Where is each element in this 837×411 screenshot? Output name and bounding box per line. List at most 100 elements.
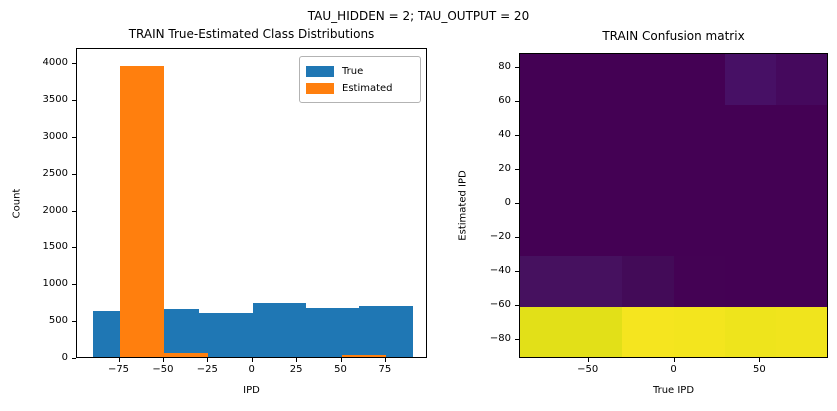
y-tick-mark	[515, 270, 519, 272]
confusion-cell-r3-c2	[622, 205, 674, 256]
confusion-cell-r5-c0	[520, 306, 572, 357]
y-tick-mark	[72, 284, 76, 286]
confusion-cell-r0-c3	[673, 54, 725, 105]
y-tick-mark	[72, 247, 76, 249]
x-tick-label: 25	[289, 364, 303, 375]
confusion-cell-r2-c3	[673, 155, 725, 206]
y-tick-label: 1500	[42, 241, 68, 253]
x-tick-label: 75	[378, 364, 392, 375]
x-tick-mark	[340, 358, 342, 362]
y-tick-mark	[515, 135, 519, 137]
y-tick-label: 4000	[42, 57, 68, 68]
confusion-cell-r2-c2	[622, 155, 674, 206]
confusion-cell-r2-c4	[724, 155, 776, 206]
legend-label: True	[342, 65, 364, 77]
x-tick-mark	[118, 358, 120, 362]
x-tick-label: −75	[107, 364, 130, 375]
x-tick-mark	[673, 358, 675, 362]
confusion-cell-r5-c1	[571, 306, 623, 357]
legend-box: True Estimated	[299, 56, 421, 103]
y-tick-label: 0	[504, 197, 511, 208]
y-tick-mark	[515, 304, 519, 306]
confusion-cell-r4-c1	[571, 256, 623, 307]
left-plot-area: True Estimated	[76, 48, 427, 358]
confusion-cell-r2-c5	[775, 155, 827, 206]
y-tick-mark	[72, 63, 76, 64]
right-xaxis-label: True IPD	[652, 385, 695, 396]
confusion-cell-r5-c4	[724, 306, 776, 357]
confusion-cell-r5-c5	[775, 306, 827, 357]
y-tick-label: −20	[489, 230, 511, 242]
x-tick-label: −25	[196, 364, 218, 375]
confusion-cell-r1-c4	[724, 104, 776, 155]
y-tick-mark	[72, 173, 76, 175]
legend-item-estimated: Estimated	[306, 82, 412, 94]
y-tick-label: 40	[498, 129, 511, 141]
y-tick-mark	[72, 136, 76, 138]
histogram-bar-estimated	[163, 352, 209, 357]
confusion-cell-r0-c1	[571, 54, 623, 105]
y-tick-mark	[515, 236, 519, 238]
confusion-matrix-grid	[520, 54, 827, 357]
confusion-cell-r5-c2	[622, 306, 674, 357]
confusion-cell-r3-c5	[775, 205, 827, 256]
confusion-cell-r1-c2	[622, 104, 674, 155]
x-tick-mark	[296, 358, 298, 362]
histogram-bar-estimated	[341, 355, 386, 357]
y-tick-label: 3500	[42, 93, 68, 105]
confusion-cell-r0-c2	[622, 54, 674, 105]
histogram-bars-container	[77, 49, 426, 357]
histogram-bar-true	[306, 308, 360, 357]
confusion-cell-r1-c0	[520, 104, 572, 155]
y-tick-label: 3000	[42, 130, 68, 142]
confusion-cell-r4-c4	[724, 256, 776, 307]
y-tick-mark	[515, 101, 519, 103]
confusion-cell-r3-c3	[673, 205, 725, 256]
confusion-cell-r2-c0	[520, 155, 572, 206]
y-tick-mark	[72, 210, 76, 212]
histogram-bar-true	[252, 302, 306, 357]
x-tick-mark	[162, 358, 164, 362]
legend-swatch-estimated	[306, 82, 334, 94]
histogram-bar-estimated	[119, 65, 164, 357]
y-tick-label: −40	[489, 264, 511, 276]
histogram-bar-true	[359, 305, 413, 357]
y-tick-mark	[72, 321, 76, 323]
y-tick-label: 60	[498, 95, 511, 107]
histogram-bar-true	[199, 313, 253, 357]
y-tick-mark	[72, 358, 76, 359]
figure-suptitle: TAU_HIDDEN = 2; TAU_OUTPUT = 20	[307, 9, 530, 23]
confusion-cell-r4-c5	[775, 256, 827, 307]
y-tick-label: −60	[489, 298, 511, 310]
x-tick-mark	[587, 358, 589, 362]
legend-label: Estimated	[342, 82, 393, 94]
left-yaxis-label: Count	[11, 188, 23, 219]
x-tick-label: −50	[577, 364, 599, 375]
right-plot-title: TRAIN Confusion matrix	[602, 29, 745, 43]
y-tick-mark	[72, 99, 76, 101]
x-tick-label: 50	[334, 364, 347, 375]
x-tick-label: −50	[152, 364, 174, 375]
y-tick-label: 2500	[42, 167, 68, 179]
y-tick-label: −80	[489, 332, 511, 344]
y-tick-label: 0	[61, 352, 68, 363]
y-tick-label: 1000	[42, 278, 68, 290]
y-tick-label: 500	[48, 315, 68, 327]
confusion-cell-r4-c3	[673, 256, 725, 307]
left-plot-title: TRAIN True-Estimated Class Distributions	[128, 27, 375, 41]
x-tick-mark	[759, 358, 761, 362]
x-tick-mark	[251, 358, 253, 362]
y-tick-label: 80	[498, 61, 511, 73]
confusion-cell-r0-c5	[775, 54, 827, 105]
confusion-cell-r3-c1	[571, 205, 623, 256]
y-tick-mark	[515, 338, 519, 340]
x-tick-label: 0	[248, 364, 255, 375]
legend-item-true: True	[306, 65, 412, 77]
y-tick-label: 20	[498, 163, 511, 175]
confusion-cell-r3-c0	[520, 205, 572, 256]
confusion-cell-r3-c4	[724, 205, 776, 256]
confusion-cell-r1-c1	[571, 104, 623, 155]
confusion-cell-r1-c3	[673, 104, 725, 155]
x-tick-label: 50	[752, 364, 766, 375]
